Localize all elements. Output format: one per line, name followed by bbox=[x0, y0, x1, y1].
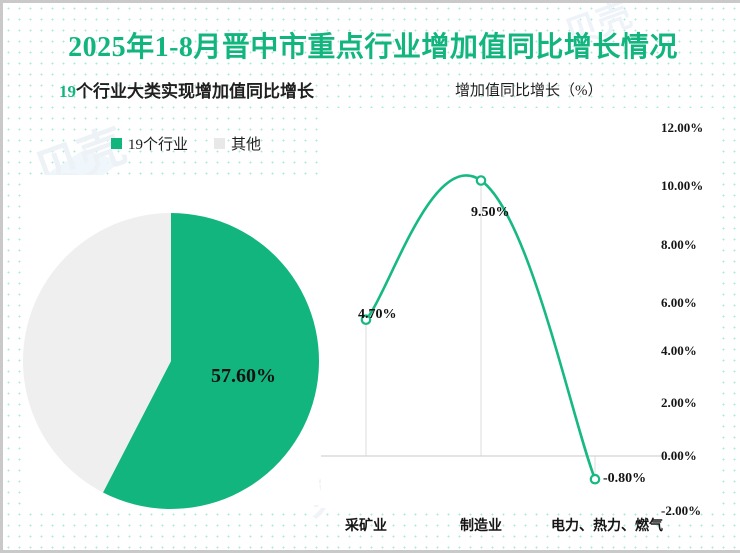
x-axis-category: 制造业 bbox=[460, 519, 502, 534]
pie-subtitle-text: 个行业大类实现增加值同比增长 bbox=[76, 82, 314, 101]
legend-swatch-green bbox=[111, 138, 122, 149]
line-chart-plate bbox=[321, 108, 721, 508]
legend-item-industries[interactable]: 19个行业 bbox=[111, 133, 188, 154]
page-title-rest: 年1-8月晋中市重点行业增加值同比增长情况 bbox=[126, 32, 678, 63]
legend-label-industries: 19个行业 bbox=[128, 137, 189, 153]
line-chart-marker[interactable] bbox=[589, 473, 601, 485]
line-chart-droplines bbox=[365, 180, 596, 480]
line-chart-svg bbox=[321, 174, 683, 485]
line-chart-marker[interactable] bbox=[475, 175, 487, 186]
data-point-label: 4.70% bbox=[358, 307, 397, 322]
data-point-label: 9.50% bbox=[471, 205, 510, 220]
page-title-year: 2025 bbox=[68, 32, 127, 63]
x-axis-category: 电力、热力、燃气 bbox=[551, 519, 663, 534]
line-chart-markers bbox=[360, 175, 601, 485]
y-axis-tick: 8.00% bbox=[661, 237, 697, 252]
line-chart-marker[interactable] bbox=[360, 314, 372, 325]
y-axis-tick: 10.00% bbox=[661, 178, 704, 193]
y-axis-tick: 4.00% bbox=[661, 343, 697, 358]
line-chart bbox=[321, 103, 721, 523]
pie-subtitle-count: 19 bbox=[59, 82, 76, 101]
line-chart-subtitle: 增加值同比增长（%） bbox=[455, 83, 603, 99]
pie-legend: 19个行业 其他 bbox=[111, 133, 261, 154]
x-axis-category: 采矿业 bbox=[345, 519, 387, 534]
y-axis-tick: 0.00% bbox=[661, 448, 697, 463]
pie-chart bbox=[21, 211, 321, 511]
pie-slice[interactable] bbox=[102, 213, 319, 509]
y-axis-tick: 6.00% bbox=[661, 295, 697, 310]
pie-slice[interactable] bbox=[22, 213, 171, 493]
legend-item-other[interactable]: 其他 bbox=[214, 133, 261, 154]
data-point-label: -0.80% bbox=[603, 471, 647, 486]
y-axis-tick: -2.00% bbox=[661, 503, 702, 518]
page-title: 2025年1-8月晋中市重点行业增加值同比增长情况 bbox=[3, 25, 740, 65]
pie-slices bbox=[22, 213, 319, 509]
legend-swatch-gray bbox=[214, 138, 226, 149]
pie-slice-value-label: 57.60% bbox=[211, 365, 276, 387]
y-axis-tick: 12.00% bbox=[661, 120, 704, 135]
legend-label-other: 其他 bbox=[231, 137, 262, 153]
y-axis-tick: 2.00% bbox=[661, 395, 697, 410]
pie-chart-subtitle: 19个行业大类实现增加值同比增长 bbox=[59, 77, 314, 102]
pie-chart-svg bbox=[22, 213, 319, 509]
